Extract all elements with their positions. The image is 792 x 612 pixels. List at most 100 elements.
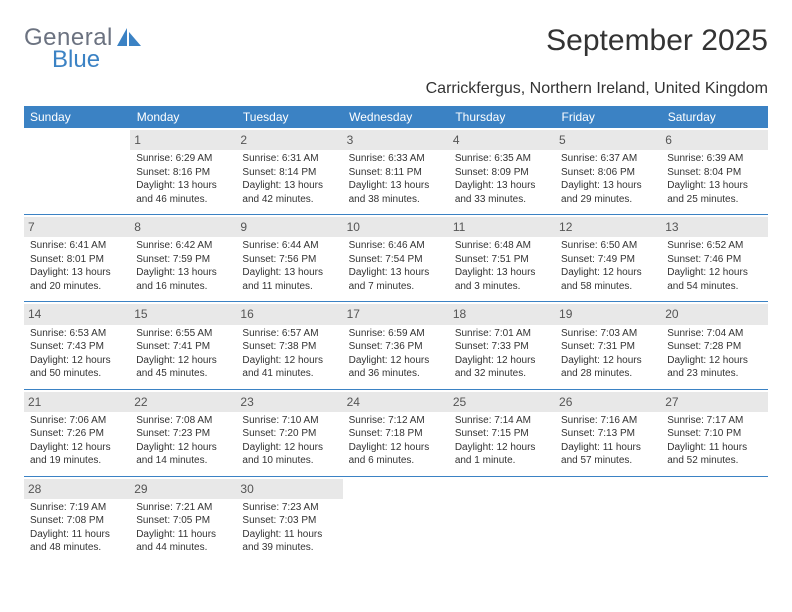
day-cell: 7 Sunrise: 6:41 AMSunset: 8:01 PMDaylight… (24, 215, 130, 302)
day-cell: 10Sunrise: 6:46 AMSunset: 7:54 PMDayligh… (343, 215, 449, 302)
day-number: 30 (236, 479, 342, 499)
sunset-text: Sunset: 7:54 PM (349, 253, 443, 267)
daylight-text: Daylight: 13 hours and 16 minutes. (136, 266, 230, 293)
sunrise-text: Sunrise: 6:55 AM (136, 327, 230, 341)
daylight-text: Daylight: 13 hours and 46 minutes. (136, 179, 230, 206)
calendar-body: 1Sunrise: 6:29 AMSunset: 8:16 PMDaylight… (24, 128, 768, 563)
day-cell: 13Sunrise: 6:52 AMSunset: 7:46 PMDayligh… (661, 215, 767, 302)
sunrise-text: Sunrise: 6:42 AM (136, 239, 230, 253)
weekday-header-row: Sunday Monday Tuesday Wednesday Thursday… (24, 106, 768, 128)
sunrise-text: Sunrise: 7:10 AM (242, 414, 336, 428)
daylight-text: Daylight: 11 hours and 39 minutes. (242, 528, 336, 555)
day-number: 4 (449, 130, 555, 150)
sunrise-text: Sunrise: 7:12 AM (349, 414, 443, 428)
sunset-text: Sunset: 7:33 PM (455, 340, 549, 354)
sunrise-text: Sunrise: 6:35 AM (455, 152, 549, 166)
daylight-text: Daylight: 13 hours and 11 minutes. (242, 266, 336, 293)
week-row: 21Sunrise: 7:06 AMSunset: 7:26 PMDayligh… (24, 390, 768, 477)
sunset-text: Sunset: 7:18 PM (349, 427, 443, 441)
day-info: Sunrise: 7:06 AMSunset: 7:26 PMDaylight:… (28, 414, 126, 468)
daylight-text: Daylight: 13 hours and 38 minutes. (349, 179, 443, 206)
sunset-text: Sunset: 8:01 PM (30, 253, 124, 267)
sunrise-text: Sunrise: 7:04 AM (667, 327, 761, 341)
day-info: Sunrise: 6:48 AMSunset: 7:51 PMDaylight:… (453, 239, 551, 293)
day-cell: 29Sunrise: 7:21 AMSunset: 7:05 PMDayligh… (130, 477, 236, 563)
day-cell (24, 128, 130, 215)
sunrise-text: Sunrise: 6:41 AM (30, 239, 124, 253)
day-cell: 22Sunrise: 7:08 AMSunset: 7:23 PMDayligh… (130, 390, 236, 477)
location-text: Carrickfergus, Northern Ireland, United … (24, 80, 768, 98)
sunrise-text: Sunrise: 6:46 AM (349, 239, 443, 253)
day-info: Sunrise: 6:31 AMSunset: 8:14 PMDaylight:… (240, 152, 338, 206)
day-number: 3 (343, 130, 449, 150)
sunrise-text: Sunrise: 6:39 AM (667, 152, 761, 166)
day-cell: 16Sunrise: 6:57 AMSunset: 7:38 PMDayligh… (236, 302, 342, 389)
day-cell (555, 477, 661, 563)
sunrise-text: Sunrise: 6:48 AM (455, 239, 549, 253)
day-info: Sunrise: 7:16 AMSunset: 7:13 PMDaylight:… (559, 414, 657, 468)
day-cell: 12Sunrise: 6:50 AMSunset: 7:49 PMDayligh… (555, 215, 661, 302)
day-cell: 11Sunrise: 6:48 AMSunset: 7:51 PMDayligh… (449, 215, 555, 302)
day-info: Sunrise: 7:17 AMSunset: 7:10 PMDaylight:… (665, 414, 763, 468)
day-number: 9 (236, 217, 342, 237)
day-info: Sunrise: 7:23 AMSunset: 7:03 PMDaylight:… (240, 501, 338, 555)
day-number: 20 (661, 304, 767, 324)
daylight-text: Daylight: 12 hours and 41 minutes. (242, 354, 336, 381)
day-number: 14 (24, 304, 130, 324)
day-number: 28 (24, 479, 130, 499)
day-number: 8 (130, 217, 236, 237)
daylight-text: Daylight: 13 hours and 3 minutes. (455, 266, 549, 293)
day-cell: 19Sunrise: 7:03 AMSunset: 7:31 PMDayligh… (555, 302, 661, 389)
day-number: 22 (130, 392, 236, 412)
day-info: Sunrise: 7:08 AMSunset: 7:23 PMDaylight:… (134, 414, 232, 468)
day-info: Sunrise: 6:57 AMSunset: 7:38 PMDaylight:… (240, 327, 338, 381)
weekday-header: Sunday (24, 106, 130, 128)
sunset-text: Sunset: 7:26 PM (30, 427, 124, 441)
sunset-text: Sunset: 7:51 PM (455, 253, 549, 267)
day-cell: 26Sunrise: 7:16 AMSunset: 7:13 PMDayligh… (555, 390, 661, 477)
week-row: 1Sunrise: 6:29 AMSunset: 8:16 PMDaylight… (24, 128, 768, 215)
sunset-text: Sunset: 7:05 PM (136, 514, 230, 528)
week-row: 28Sunrise: 7:19 AMSunset: 7:08 PMDayligh… (24, 477, 768, 563)
sunset-text: Sunset: 7:56 PM (242, 253, 336, 267)
daylight-text: Daylight: 13 hours and 20 minutes. (30, 266, 124, 293)
daylight-text: Daylight: 12 hours and 54 minutes. (667, 266, 761, 293)
sunrise-text: Sunrise: 6:31 AM (242, 152, 336, 166)
daylight-text: Daylight: 11 hours and 52 minutes. (667, 441, 761, 468)
day-number: 25 (449, 392, 555, 412)
day-number: 10 (343, 217, 449, 237)
daylight-text: Daylight: 12 hours and 6 minutes. (349, 441, 443, 468)
day-info: Sunrise: 6:52 AMSunset: 7:46 PMDaylight:… (665, 239, 763, 293)
logo-text-blue: Blue (52, 46, 100, 73)
calendar-table: Sunday Monday Tuesday Wednesday Thursday… (24, 106, 768, 563)
day-info: Sunrise: 6:37 AMSunset: 8:06 PMDaylight:… (559, 152, 657, 206)
sunrise-text: Sunrise: 6:29 AM (136, 152, 230, 166)
sunrise-text: Sunrise: 7:01 AM (455, 327, 549, 341)
day-cell: 18Sunrise: 7:01 AMSunset: 7:33 PMDayligh… (449, 302, 555, 389)
day-number: 11 (449, 217, 555, 237)
day-info: Sunrise: 7:10 AMSunset: 7:20 PMDaylight:… (240, 414, 338, 468)
month-year: September 2025 (546, 24, 768, 58)
sunset-text: Sunset: 8:14 PM (242, 166, 336, 180)
sunrise-text: Sunrise: 7:23 AM (242, 501, 336, 515)
day-cell: 25Sunrise: 7:14 AMSunset: 7:15 PMDayligh… (449, 390, 555, 477)
daylight-text: Daylight: 12 hours and 50 minutes. (30, 354, 124, 381)
sunset-text: Sunset: 7:43 PM (30, 340, 124, 354)
day-number: 13 (661, 217, 767, 237)
sunset-text: Sunset: 7:36 PM (349, 340, 443, 354)
day-cell: 8Sunrise: 6:42 AMSunset: 7:59 PMDaylight… (130, 215, 236, 302)
sunset-text: Sunset: 7:46 PM (667, 253, 761, 267)
day-cell: 6Sunrise: 6:39 AMSunset: 8:04 PMDaylight… (661, 128, 767, 215)
day-number: 24 (343, 392, 449, 412)
day-number: 12 (555, 217, 661, 237)
sunset-text: Sunset: 7:28 PM (667, 340, 761, 354)
logo-sail-icon (117, 28, 143, 48)
day-number: 7 (24, 217, 130, 237)
day-info: Sunrise: 7:12 AMSunset: 7:18 PMDaylight:… (347, 414, 445, 468)
day-number: 6 (661, 130, 767, 150)
sunset-text: Sunset: 7:08 PM (30, 514, 124, 528)
sunset-text: Sunset: 7:38 PM (242, 340, 336, 354)
day-cell: 24Sunrise: 7:12 AMSunset: 7:18 PMDayligh… (343, 390, 449, 477)
day-cell: 14Sunrise: 6:53 AMSunset: 7:43 PMDayligh… (24, 302, 130, 389)
day-info: Sunrise: 6:29 AMSunset: 8:16 PMDaylight:… (134, 152, 232, 206)
